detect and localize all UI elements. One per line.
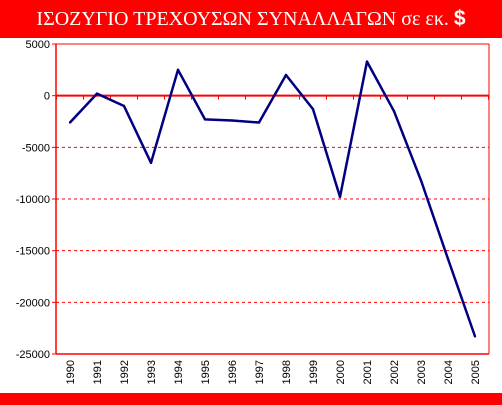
data-point-2000 bbox=[338, 195, 342, 199]
x-tick-label: 1992 bbox=[119, 360, 131, 384]
data-point-2003 bbox=[419, 179, 423, 182]
data-point-1993 bbox=[149, 161, 153, 165]
chart-title: ΙΣΟΖΥΓΙΟ ΤΡΕΧΟΥΣΩΝ ΣΥΝΑΛΛΑΓΩΝ σε εκ. $ bbox=[0, 0, 502, 38]
x-tick-label: 2002 bbox=[389, 360, 401, 384]
y-tick-label: -25000 bbox=[16, 349, 50, 361]
data-point-2002 bbox=[392, 109, 396, 113]
x-tick-label: 2000 bbox=[335, 360, 347, 384]
x-tick-label: 2003 bbox=[416, 360, 428, 384]
x-tick-label: 1997 bbox=[254, 360, 266, 384]
data-point-1991 bbox=[95, 92, 99, 95]
x-tick-label: 2004 bbox=[443, 360, 455, 384]
series-line bbox=[69, 60, 477, 337]
y-tick-label: -10000 bbox=[16, 194, 50, 206]
x-tick-label: 1990 bbox=[65, 360, 77, 384]
data-point-1999 bbox=[311, 107, 315, 111]
data-point-1994 bbox=[176, 68, 180, 72]
x-tick-label: 1998 bbox=[281, 360, 293, 384]
x-tick-label: 2001 bbox=[362, 360, 374, 384]
y-tick-label: -15000 bbox=[16, 246, 50, 258]
data-point-1997 bbox=[257, 121, 261, 124]
data-point-1996 bbox=[230, 119, 234, 122]
data-point-1992 bbox=[122, 104, 126, 108]
x-tick-label: 1996 bbox=[227, 360, 239, 384]
data-point-2004 bbox=[446, 257, 450, 261]
chart-title-text: ΙΣΟΖΥΓΙΟ ΤΡΕΧΟΥΣΩΝ ΣΥΝΑΛΛΑΓΩΝ σε εκ. bbox=[36, 8, 449, 30]
data-point-1990 bbox=[68, 121, 72, 124]
data-point-1995 bbox=[203, 118, 207, 121]
x-tick-label: 2005 bbox=[470, 360, 482, 384]
data-point-1998 bbox=[284, 73, 288, 77]
x-tick-label: 1994 bbox=[173, 360, 185, 384]
data-point-2005 bbox=[473, 335, 477, 338]
x-tick-label: 1999 bbox=[308, 360, 320, 384]
footer-bar bbox=[0, 393, 502, 405]
x-tick-label: 1991 bbox=[92, 360, 104, 384]
y-tick-label: 0 bbox=[44, 91, 50, 103]
y-tick-label: -20000 bbox=[16, 297, 50, 309]
y-tick-label: -5000 bbox=[22, 142, 50, 154]
data-point-2001 bbox=[365, 60, 369, 63]
line-chart: 5000 0 -5000 -10000 -15000 -20000 -25000 1990 19… bbox=[16, 39, 490, 384]
x-tick-label: 1993 bbox=[146, 360, 158, 384]
y-tick-label: 5000 bbox=[26, 39, 50, 51]
dollar-sign: $ bbox=[453, 7, 466, 30]
x-tick-label: 1995 bbox=[200, 360, 212, 384]
